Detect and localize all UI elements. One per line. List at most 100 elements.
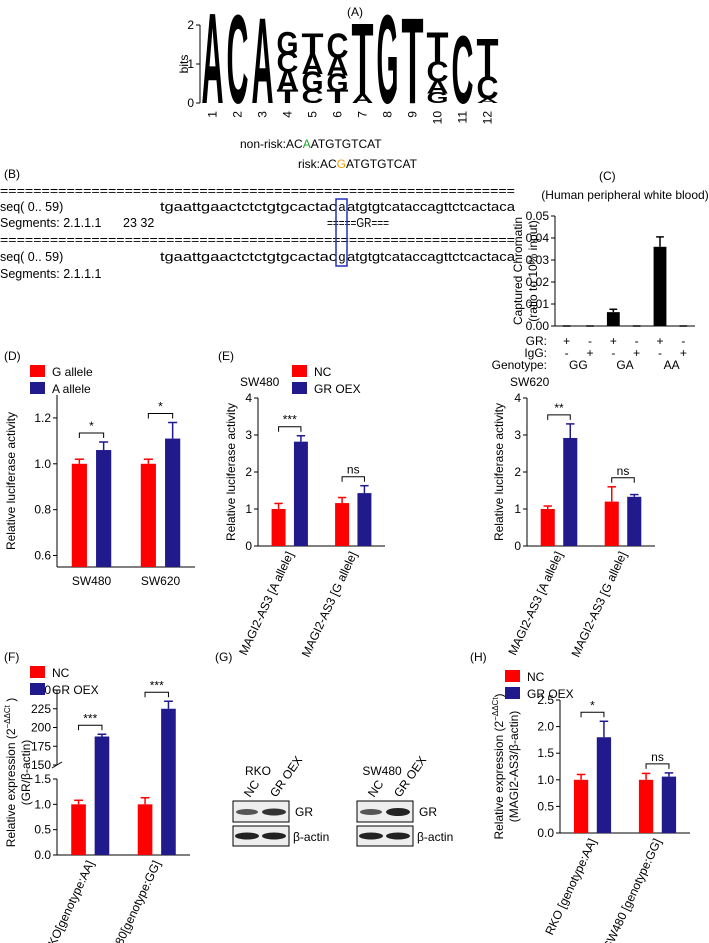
legend-swatch — [30, 365, 45, 377]
y-axis-label: Relative luciferase activity — [492, 403, 506, 541]
legend-swatch — [505, 670, 520, 682]
logo-letter: A — [252, 0, 274, 130]
significance-label: *** — [283, 413, 297, 427]
y-tick-label: 1.0 — [34, 457, 51, 471]
significance-bracket — [341, 476, 365, 482]
logo-letter: T — [427, 23, 449, 74]
x-tick-label: 9 — [406, 111, 420, 118]
table-mark: - — [658, 346, 662, 360]
y-tick-label: 0.5 — [34, 823, 51, 837]
significance-bracket — [278, 426, 302, 432]
y-tick-label: 2 — [514, 465, 521, 479]
blot-box — [232, 800, 290, 823]
blot-box — [356, 800, 414, 823]
y-tick-label: 0.0 — [537, 826, 554, 840]
logo-letter: A — [477, 97, 499, 104]
logo-letter: G — [327, 68, 349, 97]
logo-letter: A — [327, 51, 349, 83]
y-tick-label: 1 — [245, 502, 252, 516]
x-tick-label: MAGI2-AS3 [A allele] — [505, 549, 565, 657]
y-tick-label: 0.01 — [526, 297, 550, 311]
segment-range: 23 32 — [123, 216, 154, 230]
bar — [540, 509, 555, 546]
bar — [71, 804, 86, 855]
panel-label: (C) — [599, 169, 616, 183]
logo-letter: C — [327, 26, 349, 66]
lane-label: NC — [241, 777, 263, 800]
logo-letter: G — [277, 26, 299, 62]
x-tick-label: 2 — [231, 111, 245, 118]
panel-label: (D) — [4, 349, 21, 363]
panel-label: (B) — [4, 167, 20, 181]
allele-sequence: risk:ACGATGTGTCAT — [298, 157, 418, 171]
row-label: seq( 0.. 59) — [0, 200, 63, 214]
label-part: ) — [492, 693, 506, 697]
legend-swatch — [30, 666, 45, 678]
blot-box — [232, 825, 290, 847]
bar — [563, 437, 578, 546]
y-axis-label: (GR/β-actin) — [19, 740, 33, 806]
legend-swatch — [505, 687, 520, 699]
allele-part: ATGTGTCAT — [311, 137, 383, 151]
y-tick-label: 0.05 — [526, 209, 550, 223]
y-tick-label: 2 — [187, 18, 194, 32]
y-tick-label: 4 — [245, 391, 252, 405]
cell-line: SW480 — [362, 764, 402, 778]
y-tick-label: 225 — [31, 702, 51, 716]
y-axis-label: bits — [177, 55, 191, 74]
logo-letter: T — [327, 86, 349, 107]
lane-label: NC — [365, 777, 387, 800]
y-tick-label: 0.00 — [526, 319, 550, 333]
bar — [661, 776, 677, 833]
bar — [653, 246, 667, 326]
allele-part: G — [337, 157, 346, 171]
band — [386, 808, 410, 816]
significance-label: ** — [554, 401, 564, 415]
sequence: tgaattgaactctctgtgcactac — [160, 250, 337, 264]
bar — [606, 312, 620, 326]
site-base: g — [339, 250, 346, 264]
bar — [271, 509, 286, 546]
y-tick-label: 0.04 — [526, 231, 550, 245]
table-mark: + — [633, 346, 640, 360]
logo-letter: G — [427, 89, 449, 107]
x-tick-label: 5 — [306, 111, 320, 118]
bar — [573, 779, 589, 833]
genotype: AA — [664, 358, 680, 372]
table-mark: + — [610, 334, 617, 348]
y-axis-label: (MAGI2-AS3/β-actin) — [507, 711, 521, 823]
bar — [638, 779, 654, 833]
y-tick-label: 1.2 — [34, 411, 51, 425]
significance-bracket — [147, 413, 174, 419]
sequence: atgtgtcataccagttctcactaca — [347, 250, 515, 264]
sequence: atgtgtcataccagttctcactaca — [347, 200, 515, 214]
label-sup: −ΔΔCt — [491, 697, 500, 721]
legend-swatch — [30, 683, 45, 695]
site-base: a — [339, 200, 346, 214]
significance-label: ns — [651, 750, 664, 764]
bar — [604, 501, 619, 546]
bar — [627, 496, 642, 546]
y-tick-label: 0.6 — [34, 549, 51, 563]
bar — [140, 463, 156, 567]
legend-label: GR OEX — [527, 687, 574, 701]
y-axis-label: Captured Chromatin — [511, 217, 525, 325]
logo-letter: A — [302, 49, 324, 81]
band — [360, 809, 382, 815]
legend-label: NC — [52, 666, 70, 680]
site-box — [335, 198, 348, 267]
bar — [335, 503, 350, 546]
significance-bracket — [580, 711, 605, 718]
label-part: Relative expression (2 — [492, 720, 506, 839]
significance-bracket — [611, 477, 635, 483]
x-tick-label: 7 — [356, 111, 370, 118]
logo-letter: A — [352, 91, 374, 106]
y-axis-label: Relative expression (2−ΔΔCt) — [491, 693, 506, 839]
x-tick-label: RKO[genotype:AA] — [41, 858, 97, 943]
cell-line: RKO — [245, 764, 271, 778]
y-tick-label: 0.5 — [537, 799, 554, 813]
bar — [596, 737, 612, 833]
table-mark: - — [611, 346, 615, 360]
y-tick-label: 1 — [187, 57, 194, 71]
y-axis-label: Relative luciferase activity — [224, 403, 238, 541]
